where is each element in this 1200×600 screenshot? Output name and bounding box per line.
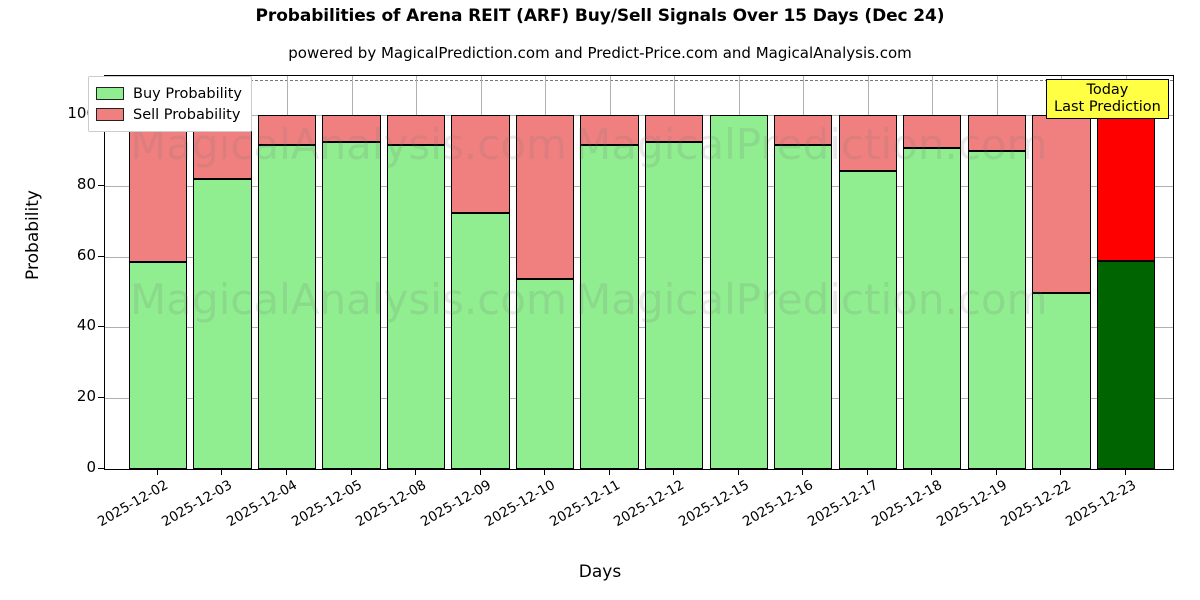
bar-group[interactable] [451, 76, 510, 469]
today-annotation: Today Last Prediction [1046, 79, 1169, 120]
bar-group[interactable] [709, 76, 768, 469]
y-axis-tick-label: 100 [67, 103, 96, 122]
y-axis-tick-mark [98, 397, 104, 399]
bar-segment-sell[interactable] [644, 114, 704, 143]
x-axis-tick-mark [1060, 470, 1062, 475]
bar-group[interactable] [386, 76, 446, 469]
bar-segment-sell[interactable] [774, 114, 833, 146]
bar-segment-buy[interactable] [644, 142, 704, 469]
bar-segment-buy[interactable] [322, 142, 381, 469]
y-axis-tick-label: 60 [76, 245, 96, 264]
x-axis-tick-mark [866, 470, 868, 475]
bar-segment-buy[interactable] [257, 145, 317, 469]
y-axis-tick-label: 0 [86, 458, 96, 476]
today-annotation-line2: Last Prediction [1054, 98, 1161, 115]
bar-segment-buy[interactable] [709, 114, 768, 469]
today-annotation-line1: Today [1086, 82, 1129, 98]
chart-subtitle: powered by MagicalPrediction.com and Pre… [288, 44, 912, 62]
bar-segment-sell[interactable] [838, 114, 897, 171]
y-axis-tick-label: 20 [76, 387, 96, 406]
x-axis-tick-mark [156, 470, 158, 475]
bar-segment-buy[interactable] [838, 170, 897, 469]
gridline-horizontal [105, 185, 1173, 187]
bar-segment-buy[interactable] [903, 147, 962, 469]
x-axis-label: Days [578, 562, 622, 582]
bar-group[interactable] [128, 76, 188, 469]
bar-group[interactable] [903, 76, 962, 469]
legend-item-buy: Buy Probability [96, 83, 242, 104]
bar-segment-sell[interactable] [257, 114, 317, 146]
bar-segment-buy[interactable] [515, 278, 575, 469]
bar-segment-buy[interactable] [1096, 261, 1156, 469]
bar-segment-sell[interactable] [322, 114, 381, 143]
bar-segment-buy[interactable] [580, 145, 639, 469]
y-axis-tick-mark [98, 468, 104, 469]
y-axis-tick-label: 40 [76, 316, 96, 335]
bar-segment-sell[interactable] [515, 114, 575, 279]
y-axis-tick-mark [98, 326, 104, 328]
reference-line-dashed [105, 79, 1173, 81]
bar-segment-buy[interactable] [774, 145, 833, 469]
x-axis-tick-mark [737, 470, 739, 475]
bar-segment-sell[interactable] [967, 114, 1027, 152]
gridline-horizontal [105, 256, 1173, 258]
bar-segment-sell[interactable] [1032, 114, 1091, 293]
bar-group[interactable] [257, 76, 317, 469]
legend-swatch-sell [96, 108, 124, 121]
x-axis-tick-mark [221, 470, 223, 475]
gridline-horizontal [105, 327, 1173, 329]
x-axis-tick-mark [1124, 470, 1126, 475]
bar-segment-buy[interactable] [193, 179, 252, 469]
x-axis-tick-mark [544, 470, 546, 475]
chart-legend: Buy Probability Sell Probability [88, 76, 252, 132]
legend-label-buy: Buy Probability [133, 85, 242, 102]
x-axis-tick-mark [479, 470, 481, 475]
bar-group[interactable] [644, 76, 704, 469]
x-axis-tick-mark [931, 470, 933, 475]
bar-segment-sell[interactable] [580, 114, 639, 146]
bar-group[interactable] [193, 76, 252, 469]
bar-segment-buy[interactable] [1032, 292, 1091, 469]
x-axis-tick-mark [995, 470, 997, 475]
y-axis-tick-mark [98, 255, 104, 257]
plot-area [104, 75, 1174, 470]
gridline-horizontal [105, 469, 1173, 470]
gridline-horizontal [105, 114, 1173, 116]
bar-group[interactable] [967, 76, 1027, 469]
bar-segment-sell[interactable] [903, 114, 962, 148]
bar-segment-sell[interactable] [1096, 114, 1156, 262]
legend-item-sell: Sell Probability [96, 104, 242, 125]
y-axis-label: Probability [23, 190, 43, 280]
bar-segment-buy[interactable] [128, 261, 188, 469]
bar-group[interactable] [1096, 76, 1156, 469]
x-axis-tick-mark [608, 470, 610, 475]
x-axis-tick-mark [415, 470, 417, 475]
bar-segment-buy[interactable] [386, 145, 446, 469]
page-title: Probabilities of Arena REIT (ARF) Buy/Se… [255, 6, 945, 26]
bar-segment-sell[interactable] [128, 114, 188, 262]
bar-segment-buy[interactable] [967, 151, 1027, 469]
x-axis-tick-mark [802, 470, 804, 475]
bar-group[interactable] [322, 76, 381, 469]
bar-segment-sell[interactable] [386, 114, 446, 146]
y-axis-tick-mark [98, 184, 104, 186]
legend-label-sell: Sell Probability [133, 106, 241, 123]
x-axis-tick-mark [350, 470, 352, 475]
bar-segment-buy[interactable] [451, 213, 510, 469]
bar-group[interactable] [774, 76, 833, 469]
bar-group[interactable] [580, 76, 639, 469]
x-axis-tick-mark [285, 470, 287, 475]
bar-group[interactable] [1032, 76, 1091, 469]
gridline-horizontal [105, 398, 1173, 400]
bar-group[interactable] [515, 76, 575, 469]
x-axis-tick-mark [673, 470, 675, 475]
bar-group[interactable] [838, 76, 897, 469]
y-axis-tick-label: 80 [76, 174, 96, 193]
legend-swatch-buy [96, 87, 124, 100]
bar-segment-sell[interactable] [451, 114, 510, 213]
